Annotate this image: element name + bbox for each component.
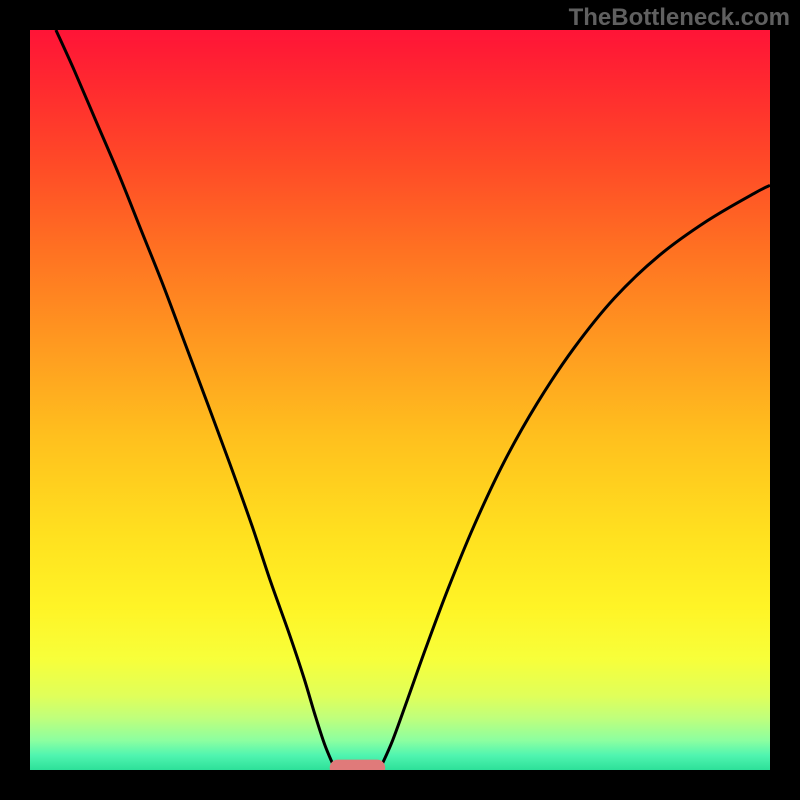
bottleneck-chart: TheBottleneck.com <box>0 0 800 800</box>
watermark-text: TheBottleneck.com <box>569 4 790 32</box>
chart-svg <box>0 0 800 800</box>
